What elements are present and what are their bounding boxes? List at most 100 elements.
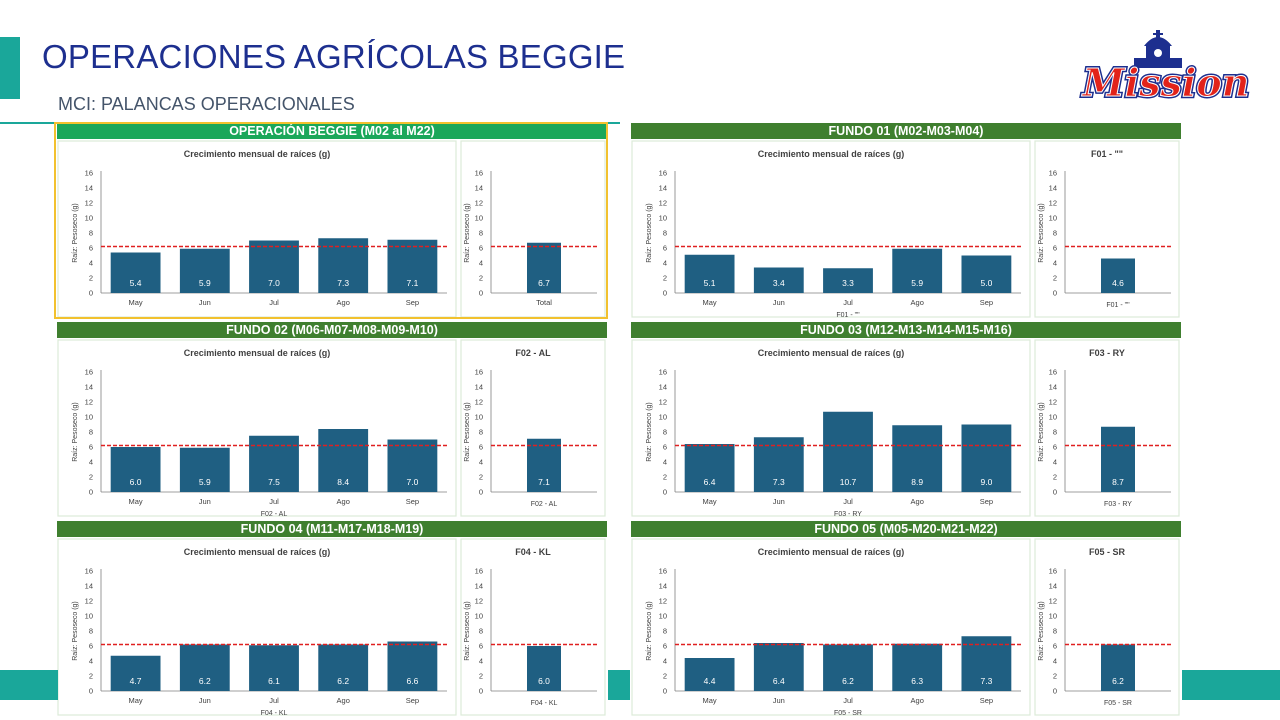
x-axis-label: F05 - SR bbox=[834, 710, 862, 717]
total-y-axis-label: Raíz: Pesoseco (g) bbox=[464, 203, 471, 263]
y-tick-label: 6 bbox=[479, 443, 483, 452]
chart-title: Crecimiento mensual de raíces (g) bbox=[184, 348, 331, 358]
bar bbox=[892, 425, 943, 492]
y-tick-label: 8 bbox=[479, 428, 483, 437]
bar bbox=[823, 644, 873, 691]
x-tick-label: Sep bbox=[980, 298, 993, 307]
y-tick-label: 0 bbox=[89, 687, 93, 696]
y-tick-label: 4 bbox=[663, 259, 667, 268]
y-tick-label: 8 bbox=[479, 627, 483, 636]
y-axis-label: Raíz: Pesoseco (g) bbox=[646, 402, 653, 462]
total-x-axis-label: F04 - KL bbox=[531, 700, 558, 707]
x-tick-label: May bbox=[129, 298, 143, 307]
logo-text: Mission bbox=[1081, 60, 1250, 105]
footer-teal-mid bbox=[608, 670, 630, 700]
bar bbox=[249, 240, 299, 293]
y-tick-label: 16 bbox=[1049, 567, 1057, 576]
y-tick-label: 16 bbox=[1049, 368, 1057, 377]
panel-chart: Crecimiento mensual de raíces (g) Raíz: P… bbox=[631, 140, 1180, 319]
panel-chart: Crecimiento mensual de raíces (g) Raíz: P… bbox=[57, 339, 606, 518]
y-tick-label: 8 bbox=[1053, 627, 1057, 636]
y-tick-label: 4 bbox=[89, 657, 93, 666]
y-tick-label: 16 bbox=[475, 169, 483, 178]
y-tick-label: 4 bbox=[479, 657, 483, 666]
x-tick-label: May bbox=[703, 298, 717, 307]
total-x-tick-label: Total bbox=[536, 298, 552, 307]
y-tick-label: 4 bbox=[479, 458, 483, 467]
total-chart-title: F01 - "" bbox=[1091, 149, 1123, 159]
x-tick-label: Jul bbox=[269, 497, 279, 506]
bar bbox=[892, 643, 943, 691]
x-tick-label: Sep bbox=[980, 497, 993, 506]
y-tick-label: 16 bbox=[85, 368, 93, 377]
total-y-axis-label: Raíz: Pesoseco (g) bbox=[464, 402, 471, 462]
x-tick-label: Jun bbox=[199, 696, 211, 705]
mission-logo: Mission Mission bbox=[1079, 30, 1251, 107]
y-tick-label: 2 bbox=[663, 473, 667, 482]
y-tick-label: 14 bbox=[1049, 184, 1057, 193]
chart-title: Crecimiento mensual de raíces (g) bbox=[758, 149, 905, 159]
panel-header: FUNDO 01 (M02-M03-M04) bbox=[631, 123, 1181, 139]
y-tick-label: 12 bbox=[85, 199, 93, 208]
bar-value-label: 5.9 bbox=[199, 477, 211, 487]
bar-value-label: 6.2 bbox=[337, 676, 349, 686]
y-tick-label: 14 bbox=[659, 582, 667, 591]
y-tick-label: 0 bbox=[479, 289, 483, 298]
total-x-axis-label: F02 - AL bbox=[531, 501, 558, 508]
x-tick-label: Sep bbox=[980, 696, 993, 705]
bar bbox=[318, 429, 369, 492]
panel-header: OPERACIÓN BEGGIE (M02 al M22) bbox=[57, 123, 607, 139]
y-tick-label: 6 bbox=[663, 642, 667, 651]
panel-chart: Crecimiento mensual de raíces (g) Raíz: P… bbox=[57, 140, 606, 318]
y-tick-label: 4 bbox=[1053, 458, 1057, 467]
y-tick-label: 10 bbox=[659, 612, 667, 621]
panel-chart: Crecimiento mensual de raíces (g) Raíz: P… bbox=[57, 538, 606, 717]
bar-value-label: 7.5 bbox=[268, 477, 280, 487]
x-tick-label: Jun bbox=[199, 298, 211, 307]
x-tick-label: Jul bbox=[843, 298, 853, 307]
bar-value-label: 6.1 bbox=[268, 676, 280, 686]
y-axis-label: Raíz: Pesoseco (g) bbox=[72, 402, 79, 462]
panel-header: FUNDO 05 (M05-M20-M21-M22) bbox=[631, 521, 1181, 537]
total-chart-title: F02 - AL bbox=[515, 348, 551, 358]
y-tick-label: 8 bbox=[663, 229, 667, 238]
total-y-axis-label: Raíz: Pesoseco (g) bbox=[464, 601, 471, 661]
x-tick-label: Sep bbox=[406, 696, 419, 705]
total-bar-value-label: 6.7 bbox=[538, 278, 550, 288]
total-chart-title: F04 - KL bbox=[515, 547, 551, 557]
x-tick-label: Sep bbox=[406, 298, 419, 307]
y-tick-label: 14 bbox=[85, 383, 93, 392]
logo-text-outline: Mission bbox=[1081, 60, 1250, 105]
panel-header: FUNDO 02 (M06-M07-M08-M09-M10) bbox=[57, 322, 607, 338]
bar-value-label: 6.2 bbox=[199, 676, 211, 686]
y-tick-label: 6 bbox=[479, 642, 483, 651]
bar-value-label: 6.4 bbox=[704, 477, 716, 487]
y-tick-label: 0 bbox=[89, 289, 93, 298]
y-tick-label: 2 bbox=[479, 274, 483, 283]
x-tick-label: May bbox=[129, 696, 143, 705]
y-tick-label: 12 bbox=[1049, 597, 1057, 606]
bar-value-label: 3.3 bbox=[842, 278, 854, 288]
x-tick-label: Ago bbox=[337, 497, 350, 506]
title-accent-bar bbox=[0, 37, 20, 99]
x-tick-label: May bbox=[703, 497, 717, 506]
x-axis-label: F04 - KL bbox=[261, 710, 288, 717]
y-tick-label: 16 bbox=[659, 368, 667, 377]
y-tick-label: 4 bbox=[663, 657, 667, 666]
y-tick-label: 0 bbox=[1053, 289, 1057, 298]
y-tick-label: 6 bbox=[479, 244, 483, 253]
x-tick-label: Jun bbox=[773, 696, 785, 705]
bar bbox=[387, 641, 438, 691]
x-tick-label: Ago bbox=[911, 497, 924, 506]
y-tick-label: 0 bbox=[479, 687, 483, 696]
bar bbox=[753, 643, 804, 691]
bar-value-label: 6.6 bbox=[406, 676, 418, 686]
bar-value-label: 5.1 bbox=[704, 278, 716, 288]
bar-value-label: 6.3 bbox=[911, 676, 923, 686]
bar-value-label: 8.9 bbox=[911, 477, 923, 487]
y-tick-label: 16 bbox=[475, 368, 483, 377]
y-tick-label: 8 bbox=[89, 428, 93, 437]
y-tick-label: 4 bbox=[89, 259, 93, 268]
panel-chart: Crecimiento mensual de raíces (g) Raíz: P… bbox=[631, 538, 1180, 717]
y-tick-label: 10 bbox=[475, 214, 483, 223]
